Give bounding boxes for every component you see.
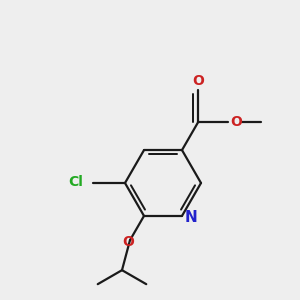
Text: O: O <box>122 235 134 249</box>
Text: O: O <box>230 116 242 129</box>
Text: O: O <box>192 74 204 88</box>
Text: N: N <box>184 210 197 225</box>
Text: Cl: Cl <box>68 175 83 189</box>
